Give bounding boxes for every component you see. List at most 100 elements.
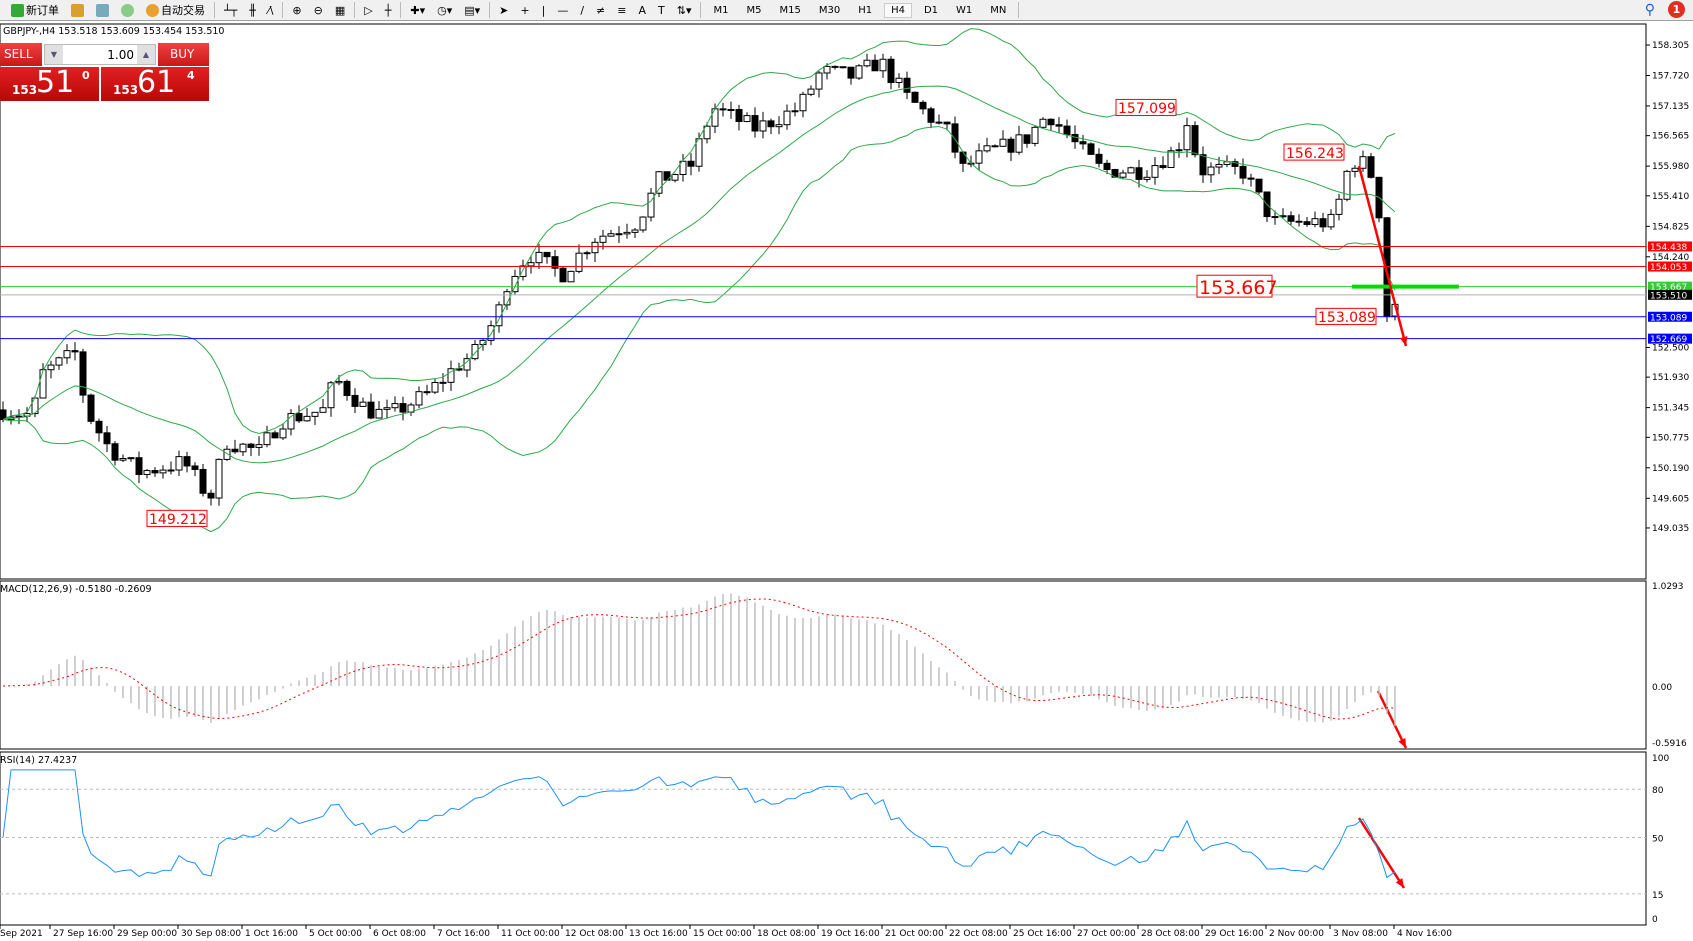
candle-body — [1103, 162, 1111, 170]
candle-body — [575, 252, 583, 272]
time-axis-label: 27 Oct 00:00 — [1077, 929, 1136, 939]
lot-size-input[interactable]: 1.00 — [107, 47, 134, 62]
autoscroll-icon[interactable]: ▷ — [364, 3, 373, 17]
search-icon[interactable]: ⚲ — [1644, 2, 1655, 18]
rsi-panel-frame — [0, 751, 1647, 926]
candle-body — [671, 173, 679, 181]
candle-body — [1079, 141, 1087, 145]
cloud-icon[interactable] — [93, 3, 112, 17]
candle-body — [1271, 216, 1279, 219]
down-arrow-rsi-head — [1395, 878, 1404, 888]
trendline-icon[interactable]: / — [580, 3, 585, 17]
candle-body — [503, 291, 511, 306]
candle-body — [1327, 213, 1335, 228]
sell-price[interactable]: 153 51 0 — [0, 65, 99, 101]
new-order-button[interactable]: 新订单 — [8, 2, 62, 18]
candle-body — [767, 120, 775, 128]
candle-body — [1255, 178, 1263, 193]
text-label-icon[interactable]: T — [658, 3, 665, 17]
candle-body — [151, 470, 159, 474]
candle-body — [135, 457, 143, 476]
time-axis-label: 19 Oct 16:00 — [821, 929, 880, 939]
candle-body — [943, 121, 951, 125]
signal-icon[interactable] — [118, 3, 137, 17]
lot-size-stepper[interactable]: ▼ 1.00 ▲ — [44, 44, 156, 65]
indicators-icon[interactable]: ✚▾ — [410, 3, 426, 17]
candle-body — [303, 415, 311, 422]
timeframe-h1[interactable]: H1 — [858, 4, 873, 16]
auto-trading-button[interactable]: 自动交易 — [143, 2, 208, 18]
horizontal-line-icon[interactable]: — — [557, 3, 569, 17]
candle-body — [895, 77, 903, 84]
history-icon[interactable] — [68, 3, 87, 17]
timeframe-m1[interactable]: M1 — [713, 4, 729, 16]
divider — [282, 2, 284, 18]
bollinger-upper — [2, 28, 1396, 435]
timeframe-m15[interactable]: M15 — [779, 4, 801, 16]
price-axis-label: 152.500 — [1652, 343, 1689, 353]
arrows-icon[interactable]: ⇅▾ — [676, 3, 692, 17]
tile-windows-icon[interactable]: ▦ — [334, 3, 346, 17]
candle-body — [103, 432, 111, 445]
timeframe-mn[interactable]: MN — [990, 4, 1007, 16]
price-axis-label: 151.930 — [1652, 373, 1689, 383]
clock-icon[interactable]: ◷▾ — [437, 3, 453, 17]
line-chart-icon[interactable]: ⁄\ — [267, 3, 274, 17]
crosshair-icon[interactable]: + — [520, 3, 530, 17]
auto-trading-label: 自动交易 — [161, 4, 205, 17]
time-axis-label: 13 Oct 16:00 — [629, 929, 688, 939]
timeframe-d1[interactable]: D1 — [923, 4, 939, 16]
notifications-badge[interactable]: 1 — [1668, 1, 1685, 18]
level-price-label: 154.438 — [1650, 243, 1687, 253]
decrease-lot-icon[interactable]: ▼ — [45, 45, 63, 64]
price-axis-label: 150.775 — [1652, 433, 1689, 443]
candle-body — [471, 344, 479, 360]
vertical-line-icon[interactable]: | — [541, 3, 546, 17]
sell-price-prefix: 153 — [12, 83, 38, 97]
cursor-icon[interactable]: ➤ — [499, 3, 509, 17]
increase-lot-icon[interactable]: ▲ — [137, 45, 155, 64]
templates-icon[interactable]: ▤▾ — [464, 3, 481, 17]
price-annotation: 156.243 — [1286, 146, 1344, 162]
fibonacci-icon[interactable]: ≡ — [617, 3, 627, 17]
candle-body — [207, 492, 215, 499]
candle-body — [215, 458, 223, 499]
price-axis-label: 156.565 — [1652, 132, 1689, 142]
candle-body — [335, 380, 343, 384]
candle-body — [1047, 118, 1055, 126]
channel-icon[interactable]: ≠ — [596, 3, 606, 17]
toolbar: 新订单 自动交易 ┴┬ ╫ ⁄\ ⊕ ⊖ ▦ ▷ ┼ ✚▾ ◷▾ ▤▾ ➤ + … — [0, 0, 1693, 21]
price-axis-label: 154.825 — [1652, 222, 1689, 232]
zoom-out-icon[interactable]: ⊖ — [313, 3, 323, 17]
buy-price[interactable]: 153 61 4 — [101, 65, 209, 101]
rsi-axis-label: 50 — [1652, 835, 1664, 845]
sell-button[interactable]: SELL — [0, 43, 42, 66]
candle-body — [1287, 215, 1295, 222]
buy-button[interactable]: BUY — [158, 43, 209, 66]
timeframe-m5[interactable]: M5 — [746, 4, 762, 16]
candle-body — [279, 428, 287, 439]
candle-body — [519, 265, 527, 277]
candlestick-icon[interactable]: ╫ — [249, 3, 256, 17]
bar-chart-icon[interactable]: ┴┬ — [224, 3, 238, 17]
candle-body — [1095, 153, 1103, 164]
candle-body — [199, 468, 207, 494]
macd-axis-label: -0.5916 — [1652, 739, 1687, 749]
zoom-in-icon[interactable]: ⊕ — [292, 3, 302, 17]
candle-body — [47, 364, 55, 371]
candle-body — [679, 160, 687, 175]
price-annotation-box — [1283, 143, 1345, 161]
candle-body — [1063, 125, 1071, 135]
timeframe-m30[interactable]: M30 — [818, 4, 841, 16]
price-axis-label: 155.980 — [1652, 162, 1689, 172]
text-icon[interactable]: A — [638, 3, 646, 17]
price-annotation: 153.089 — [1318, 310, 1376, 326]
buy-price-pips: 61 — [137, 65, 176, 100]
candle-body — [391, 403, 399, 409]
timeframe-h4[interactable]: H4 — [884, 2, 912, 18]
price-chart[interactable]: 158.305 157.720 157.135 156.565 155.980 155.4… — [0, 22, 1693, 941]
price-axis-label: 150.190 — [1652, 464, 1689, 474]
chart-shift-icon[interactable]: ┼ — [384, 3, 392, 17]
candle-body — [1007, 138, 1015, 153]
timeframe-w1[interactable]: W1 — [956, 4, 973, 16]
